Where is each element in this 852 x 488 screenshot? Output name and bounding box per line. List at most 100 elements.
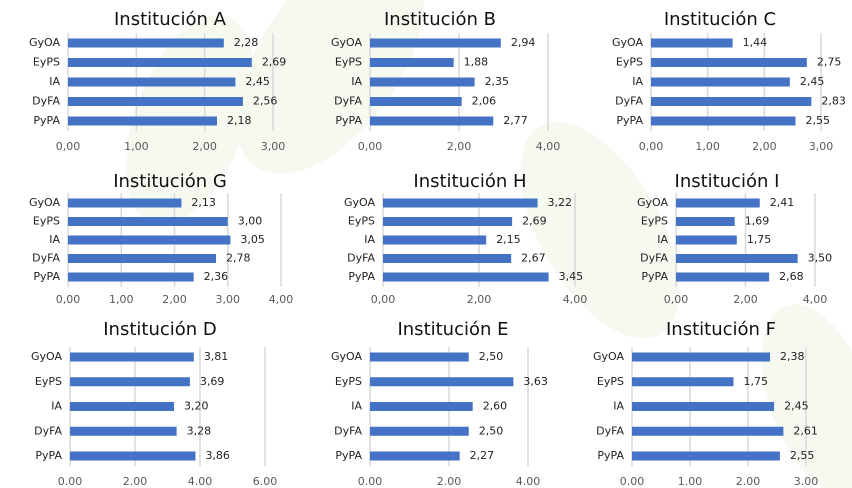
chart-title: Institución E	[397, 319, 508, 340]
leaf	[235, 0, 425, 174]
category-label: EyPS	[335, 375, 362, 388]
bar	[68, 217, 228, 226]
x-tick-label: 3,00	[216, 293, 241, 306]
x-tick-label: 3.00	[794, 475, 819, 488]
category-label: GyOA	[593, 350, 624, 363]
bar	[632, 426, 784, 436]
bar	[68, 97, 243, 106]
category-label: IA	[49, 75, 60, 88]
x-tick-label: 1.00	[678, 475, 703, 488]
bar	[651, 58, 807, 67]
bar	[676, 198, 760, 208]
value-label: 2,13	[191, 196, 216, 209]
value-label: 2,83	[821, 95, 846, 108]
value-label: 1,44	[743, 36, 768, 49]
x-tick-label: 2,00	[447, 140, 472, 153]
chart-title: Institución A	[114, 9, 227, 30]
bar	[370, 116, 494, 126]
category-label: GyOA	[29, 36, 60, 49]
bar	[383, 235, 487, 245]
x-tick-label: 0,00	[56, 293, 81, 306]
bar	[632, 402, 775, 411]
value-label: 3,22	[548, 196, 573, 209]
bar	[651, 97, 812, 106]
x-tick-label: 2,00	[733, 293, 758, 306]
category-label: GyOA	[637, 196, 668, 209]
value-label: 3,45	[559, 270, 584, 283]
value-label: 2,78	[226, 252, 251, 265]
value-label: 2,36	[204, 270, 229, 283]
bar	[68, 235, 231, 245]
chart-title: Institución D	[103, 319, 217, 340]
x-tick-label: 1,00	[124, 140, 149, 153]
bar	[651, 38, 733, 48]
category-label: PyPA	[33, 114, 60, 127]
x-tick-label: 4,00	[563, 293, 588, 306]
x-tick-label: 4,00	[269, 293, 294, 306]
x-tick-label: 0,00	[358, 140, 383, 153]
category-label: GyOA	[612, 36, 643, 49]
category-label: IA	[49, 233, 60, 246]
category-label: PyPA	[348, 270, 375, 283]
category-label: DyFA	[640, 252, 668, 265]
bar	[70, 402, 174, 411]
category-label: DyFA	[334, 424, 362, 437]
bar	[383, 217, 513, 226]
chart-title: Institución B	[384, 9, 496, 30]
x-tick-label: 0.00	[58, 475, 83, 488]
category-label: EyPS	[616, 56, 643, 69]
chart-title: Institución C	[664, 9, 776, 30]
bar	[383, 272, 549, 282]
bar	[70, 426, 177, 436]
category-label: IA	[613, 400, 624, 413]
value-label: 3,50	[808, 252, 833, 265]
x-tick-label: 2,00	[192, 140, 217, 153]
value-label: 2,41	[770, 196, 795, 209]
bar	[383, 198, 538, 208]
x-tick-label: 4.00	[188, 475, 213, 488]
value-label: 2,28	[234, 36, 258, 49]
category-label: IA	[351, 75, 362, 88]
category-label: GyOA	[31, 350, 62, 363]
leaf	[761, 304, 852, 488]
x-tick-label: 2,00	[752, 140, 777, 153]
x-tick-label: 2,00	[467, 293, 492, 306]
bar	[370, 402, 473, 411]
value-label: 1,88	[464, 56, 489, 69]
category-label: DyFA	[334, 95, 362, 108]
category-label: IA	[632, 75, 643, 88]
category-label: IA	[51, 400, 62, 413]
category-label: DyFA	[32, 252, 60, 265]
x-tick-label: 2.00	[736, 475, 761, 488]
x-tick-label: 3,00	[809, 140, 834, 153]
x-tick-label: 0,00	[371, 293, 396, 306]
x-tick-label: 4.00	[516, 475, 541, 488]
value-label: 2,55	[806, 114, 831, 127]
bar	[370, 451, 460, 461]
value-label: 2,94	[511, 36, 535, 49]
bar	[370, 426, 469, 436]
bar	[68, 116, 217, 126]
bar	[370, 77, 475, 87]
category-label: PyPA	[616, 114, 643, 127]
value-label: 2,27	[470, 449, 495, 462]
bar	[370, 38, 501, 48]
category-label: DyFA	[615, 95, 643, 108]
value-label: 2,69	[262, 56, 287, 69]
category-label: GyOA	[331, 350, 362, 363]
value-label: 3,20	[184, 400, 209, 413]
value-label: 3,81	[204, 350, 229, 363]
value-label: 2,50	[479, 424, 504, 437]
category-label: EyPS	[597, 375, 624, 388]
value-label: 2,55	[790, 449, 815, 462]
category-label: PyPA	[597, 449, 624, 462]
bar	[676, 235, 737, 245]
x-tick-label: 0,00	[664, 293, 689, 306]
bar	[68, 254, 217, 263]
category-label: IA	[364, 233, 375, 246]
bar	[70, 451, 196, 461]
value-label: 1,69	[745, 215, 770, 228]
bar	[370, 58, 454, 67]
bar	[632, 352, 771, 362]
